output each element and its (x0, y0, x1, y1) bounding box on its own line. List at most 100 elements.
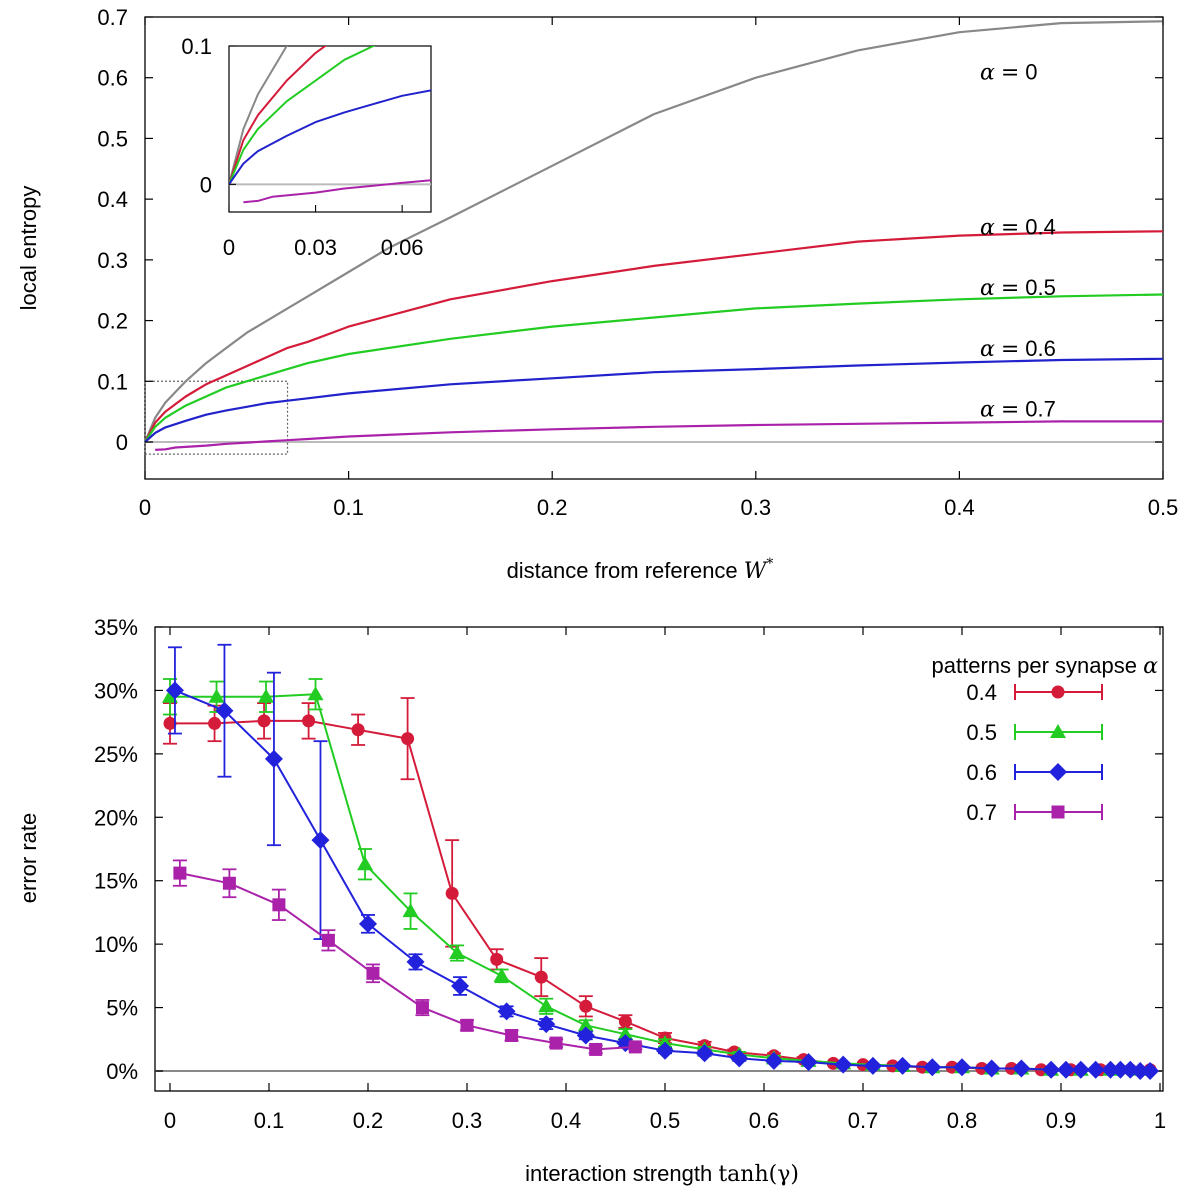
data-point-triangle (208, 688, 225, 703)
bottom-x-label-math: tanh(γ) (718, 1162, 799, 1187)
data-point-diamond (953, 1058, 971, 1077)
series-label-value: 0.6 (1025, 336, 1056, 361)
data-point-diamond (1056, 1060, 1075, 1079)
data-point-square (589, 1042, 603, 1056)
top-y-tick-label: 0.7 (97, 5, 128, 30)
legend-label-1: 0.5 (966, 720, 997, 745)
top-series-group (143, 20, 1164, 451)
inset-x-tick-label: 0.03 (294, 235, 337, 260)
data-point-diamond (215, 701, 234, 720)
data-point-square (628, 1040, 642, 1054)
data-point-diamond (695, 1044, 714, 1063)
series-label-value: 0.7 (1025, 397, 1056, 422)
data-point-square (272, 898, 286, 912)
top-ticks-group: 0 0.1 0.2 0.3 0.4 0.5 0 0.1 0.2 0.3 0.4 0.5 0.6 0.7 (97, 5, 1178, 520)
data-point-circle (490, 952, 504, 966)
data-point-diamond (359, 914, 377, 933)
legend-title: patterns per synapse α (932, 653, 1159, 679)
bottom-series-line-1 (170, 693, 1141, 1071)
top-x-tick-label: 0 (139, 495, 151, 520)
data-point-diamond (1071, 1060, 1090, 1079)
data-point-circle (351, 723, 365, 737)
data-point-triangle (307, 686, 324, 701)
data-point-square (460, 1018, 474, 1032)
data-point-square (321, 933, 335, 947)
data-point-circle (401, 732, 415, 746)
top-series-line-2 (144, 293, 1164, 443)
data-point-diamond (311, 831, 330, 850)
data-point-triangle (258, 688, 275, 703)
data-point-triangle (357, 856, 374, 871)
legend-entries: 0.4 0.5 0.6 0.7 (966, 680, 1103, 825)
data-point-circle (579, 999, 593, 1013)
data-point-circle (163, 716, 177, 730)
bottom-x-tick-label: 0.1 (254, 1108, 285, 1133)
series-label-equals: = (1001, 215, 1019, 240)
top-x-tick-label: 0.3 (741, 495, 772, 520)
legend-title-text: patterns per synapse (932, 653, 1137, 678)
inset-series-line-2 (229, 46, 376, 185)
top-y-tick-label: 0.3 (97, 248, 128, 273)
data-point-diamond (264, 749, 283, 768)
series-label-equals: = (1001, 337, 1019, 362)
data-point-triangle (493, 967, 510, 982)
data-point-circle (534, 970, 548, 984)
bottom-series-group (162, 643, 1160, 1080)
data-point-circle (445, 886, 459, 900)
top-y-axis-label: local entropy (16, 186, 41, 311)
data-point-diamond (834, 1055, 853, 1074)
data-point-triangle (538, 998, 555, 1013)
data-point-diamond (1086, 1060, 1105, 1079)
bottom-x-tick-label: 0.7 (848, 1108, 879, 1133)
data-point-diamond (1131, 1062, 1150, 1080)
top-x-label-text: distance from reference (507, 558, 738, 583)
data-point-square (549, 1036, 563, 1050)
top-x-label-symbol: W (744, 559, 769, 584)
bottom-y-tick-label: 30% (94, 678, 138, 703)
bottom-y-tick-label: 15% (94, 869, 138, 894)
inset-plot: 0 0.03 0.06 0 0.1 (181, 34, 432, 260)
series-label-equals: = (1001, 398, 1019, 423)
inset-series-line-3 (229, 89, 431, 185)
data-point-diamond (923, 1058, 942, 1077)
inset-series-group (229, 46, 431, 204)
data-point-diamond (1101, 1060, 1120, 1079)
bottom-ticks-group: 0 0.1 0.2 0.3 0.4 0.5 0.6 0.7 0.8 0.9 10%5%10%15%2… (94, 615, 1166, 1133)
inset-y-tick-label: 0 (200, 172, 212, 197)
top-x-tick-label: 0.1 (333, 495, 364, 520)
top-plot-frame (144, 16, 1164, 480)
legend-marker-diamond (1049, 763, 1067, 781)
top-x-tick-label: 0.5 (1148, 495, 1179, 520)
data-point-circle (618, 1015, 632, 1029)
data-point-diamond (764, 1051, 783, 1070)
bottom-x-tick-label: 0.3 (452, 1108, 483, 1133)
top-series-line-0 (143, 20, 1164, 443)
bottom-y-tick-label: 5% (106, 996, 138, 1021)
data-point-diamond (656, 1041, 674, 1060)
series-label-symbol: α (980, 215, 995, 240)
inset-y-tick-label: 0.1 (181, 34, 212, 59)
legend-label-2: 0.6 (966, 760, 997, 785)
top-y-tick-label: 0 (116, 430, 128, 455)
data-point-triangle (162, 688, 178, 703)
data-point-square (505, 1028, 519, 1042)
series-label-value: 0.5 (1025, 275, 1056, 300)
bottom-plot-frame (154, 626, 1164, 1092)
data-point-diamond (576, 1026, 595, 1045)
series-label-symbol: α (980, 337, 995, 362)
data-point-circle (302, 714, 316, 728)
series-label-4: α = 0.7 (980, 397, 1056, 423)
inset-series-line-4 (243, 179, 431, 204)
data-point-circle (208, 716, 222, 730)
series-label-symbol: α (980, 61, 995, 86)
series-label-symbol: α (980, 276, 995, 301)
data-point-diamond (497, 1002, 516, 1021)
data-point-diamond (165, 681, 184, 700)
top-x-label-sup: * (766, 556, 773, 572)
inset-ticks-group: 0 0.03 0.06 0 0.1 (181, 34, 423, 260)
data-point-diamond (1042, 1060, 1061, 1079)
error-rate-chart: 0 0.1 0.2 0.3 0.4 0.5 0.6 0.7 0.8 0.9 10%5%10%15%2… (16, 615, 1166, 1187)
data-point-square (222, 876, 236, 890)
series-label-symbol: α (980, 398, 995, 423)
